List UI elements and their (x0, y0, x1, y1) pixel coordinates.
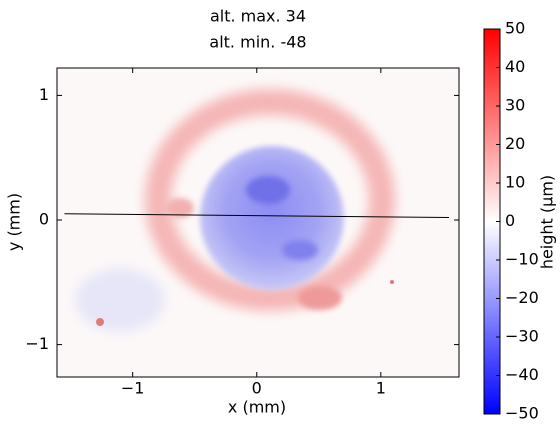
x-tick-label: 0 (252, 379, 262, 398)
colorbar-tick-label: −30 (505, 327, 539, 346)
plot-frame (56, 67, 460, 378)
colorbar-tick-label: 30 (505, 96, 525, 115)
chart-title: alt. min. -48 (209, 33, 306, 52)
heatmap-image (57, 68, 459, 377)
x-axis-label: x (mm) (228, 398, 286, 417)
colorbar-tick-label: 40 (505, 57, 525, 76)
x-tick-label: 1 (376, 379, 386, 398)
y-tick-label: 1 (39, 85, 49, 104)
profile-line (64, 213, 450, 219)
chart-title: alt. max. 34 (210, 7, 306, 26)
y-tick-label: 0 (39, 210, 49, 229)
x-tick-label: −1 (121, 379, 145, 398)
colorbar-label: height (μm) (538, 175, 557, 269)
y-tick-label: −1 (25, 334, 49, 353)
colorbar-tick-label: 10 (505, 173, 525, 192)
y-axis-label: y (mm) (5, 193, 24, 251)
colorbar-tick-label: 0 (505, 211, 515, 230)
colorbar-tick-label: −10 (505, 250, 539, 269)
colorbar-tick-label: −50 (505, 404, 539, 423)
colorbar-tick-label: 50 (505, 19, 525, 38)
colorbar-tick-label: −40 (505, 365, 539, 384)
colorbar-tick-label: −20 (505, 288, 539, 307)
colorbar-tick-label: 20 (505, 134, 525, 153)
